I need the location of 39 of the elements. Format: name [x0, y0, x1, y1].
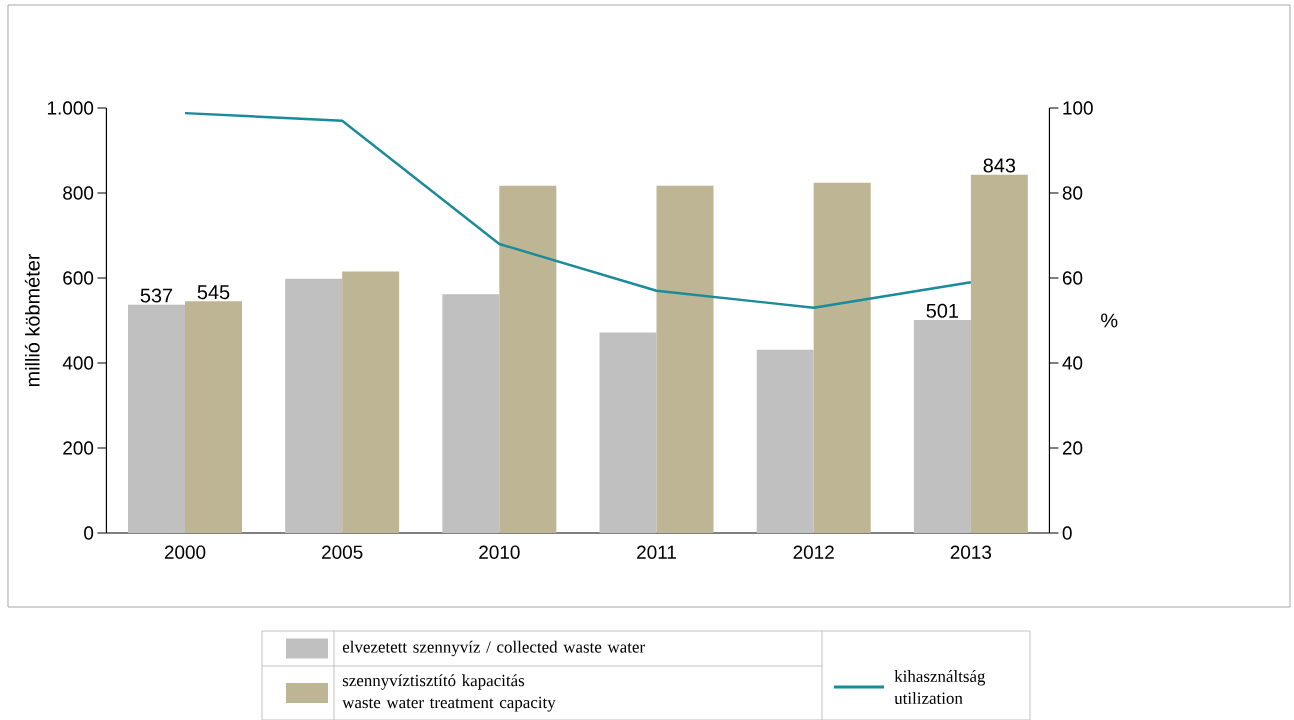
y2-tick-label: 0 — [1062, 526, 1072, 540]
y-tick-label: 600 — [63, 271, 94, 285]
bar — [813, 182, 871, 533]
y2-axis-title: % — [1101, 313, 1118, 328]
x-tick-label: 2011 — [637, 545, 676, 559]
y-tick-label: 0 — [84, 526, 94, 540]
bar — [756, 349, 814, 533]
x-tick-label: 2013 — [950, 545, 992, 559]
y2-tick-label: 60 — [1062, 271, 1083, 285]
bar — [128, 304, 185, 533]
bar — [185, 301, 243, 533]
bar — [342, 271, 400, 533]
y-tick-label: 400 — [62, 356, 94, 370]
legend-label: elvezetett szennyvíz / collected waste water — [342, 640, 645, 657]
bar — [285, 278, 343, 533]
y-tick-label: 800 — [63, 186, 94, 200]
y2-tick-label: 40 — [1062, 356, 1083, 370]
data-label: 545 — [197, 285, 230, 299]
x-tick-label: 2005 — [322, 545, 363, 559]
y2-tick-label: 100 — [1063, 101, 1093, 115]
x-tick-label: 2012 — [793, 545, 834, 559]
bar — [599, 332, 657, 533]
bar — [970, 174, 1028, 533]
bar — [913, 319, 971, 533]
x-tick-label: 2010 — [479, 545, 520, 559]
data-label: 537 — [140, 288, 173, 303]
y-tick-label: 1.000 — [47, 101, 94, 115]
bar — [442, 293, 500, 533]
x-tick-label: 2000 — [164, 545, 206, 559]
data-label: 843 — [983, 158, 1016, 173]
y2-tick-label: 80 — [1062, 186, 1083, 200]
data-label: 501 — [926, 303, 958, 318]
legend-label: szennyvíztisztító kapacitás waste water treatment capacity — [342, 674, 556, 712]
bar — [499, 185, 557, 533]
legend-label: kihasználtság utilization — [894, 669, 986, 704]
y-tick-label: 200 — [63, 441, 94, 455]
bar — [656, 185, 714, 533]
y2-tick-label: 20 — [1062, 441, 1083, 455]
y-axis-title: millió köbméter — [24, 253, 40, 386]
